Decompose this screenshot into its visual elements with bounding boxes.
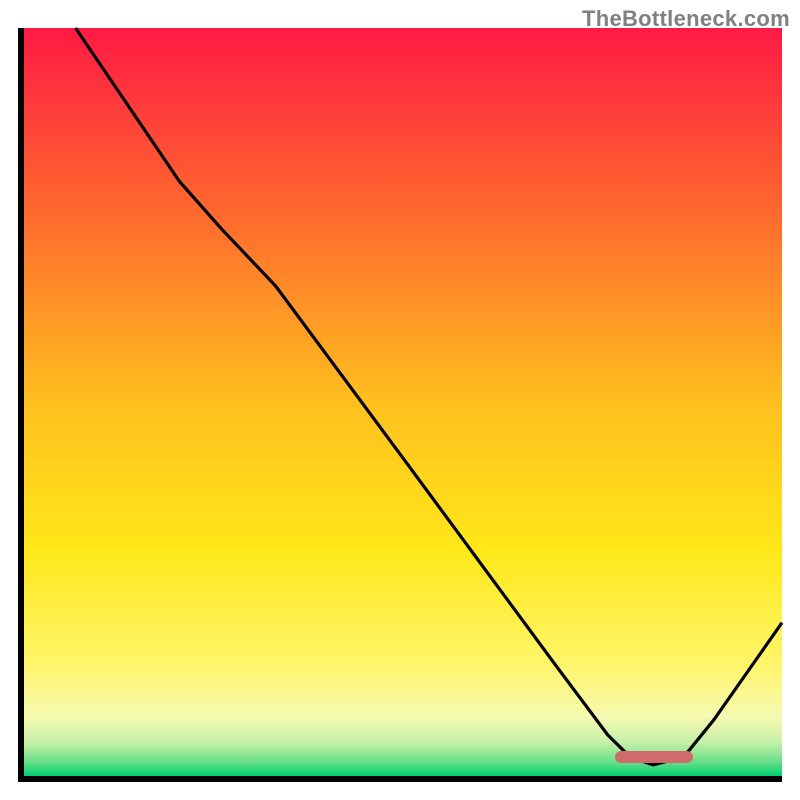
chart-container: { "watermark": { "text": "TheBottleneck.… [0,0,800,800]
gradient-background [24,28,782,776]
plot-area [24,28,782,776]
bottleneck-chart [24,28,782,776]
optimal-range-marker [615,751,692,763]
